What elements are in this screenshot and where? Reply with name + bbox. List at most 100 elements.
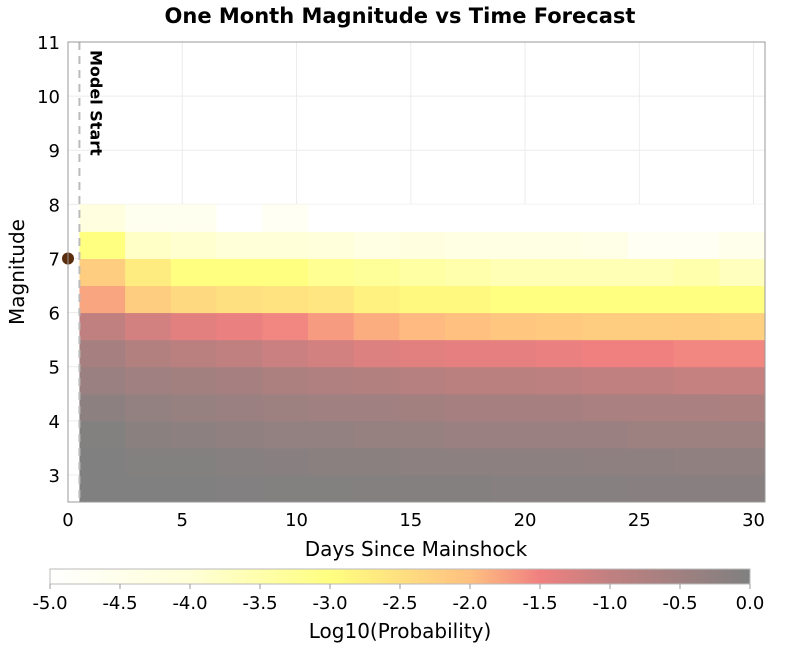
- heatmap-cell: [719, 420, 766, 449]
- heatmap-cell: [216, 204, 263, 232]
- heatmap-cell: [79, 231, 126, 259]
- heatmap-cell: [582, 312, 629, 341]
- heatmap-cell: [673, 231, 720, 259]
- heatmap-cell: [307, 474, 355, 503]
- heatmap-cell: [673, 285, 720, 314]
- heatmap-cell: [582, 393, 629, 422]
- heatmap-cell: [673, 339, 720, 368]
- heatmap-cell: [353, 447, 400, 476]
- y-tick-label: 10: [37, 87, 60, 108]
- chart-title: One Month Magnitude vs Time Forecast: [165, 4, 636, 28]
- x-axis-label: Days Since Mainshock: [305, 537, 528, 561]
- heatmap-cell: [627, 285, 675, 314]
- x-tick-label: 20: [514, 510, 537, 531]
- heatmap-cell: [170, 420, 218, 449]
- heatmap-cell: [536, 204, 583, 232]
- heatmap-cell: [490, 474, 537, 503]
- heatmap-cell: [582, 474, 629, 503]
- heatmap-cell: [536, 258, 583, 287]
- heatmap-cell: [582, 258, 629, 287]
- heatmap-cell: [307, 420, 355, 449]
- heatmap-cell: [445, 366, 492, 395]
- heatmap-cell: [216, 366, 263, 395]
- heatmap-cell: [399, 420, 446, 449]
- y-tick-label: 4: [49, 412, 60, 433]
- heatmap-cell: [719, 339, 766, 368]
- heatmap-cell: [125, 393, 172, 422]
- heatmap-cell: [307, 447, 355, 476]
- heatmap-cell: [445, 258, 492, 287]
- heatmap-cells: [79, 204, 766, 503]
- heatmap-cell: [445, 339, 492, 368]
- y-tick-label: 3: [49, 466, 60, 487]
- heatmap-cell: [125, 231, 172, 259]
- heatmap-cell: [582, 339, 629, 368]
- heatmap-cell: [445, 285, 492, 314]
- heatmap-cell: [216, 258, 263, 287]
- y-tick-label: 11: [37, 33, 60, 54]
- heatmap-cell: [125, 312, 172, 341]
- colorbar-tick-label: -2.0: [452, 593, 487, 614]
- heatmap-cell: [719, 312, 766, 341]
- colorbar-ticks: -5.0 -4.5 -4.0 -3.5 -3.0 -2.5 -2.0 -1.5 -1.0 -0.5…: [32, 584, 764, 614]
- heatmap-cell: [719, 447, 766, 476]
- heatmap-cell: [216, 420, 263, 449]
- y-tick-label: 6: [49, 304, 60, 325]
- x-tick-label: 25: [628, 510, 651, 531]
- heatmap-cell: [536, 447, 583, 476]
- heatmap-cell: [262, 393, 309, 422]
- heatmap-cell: [627, 366, 675, 395]
- heatmap-cell: [353, 285, 400, 314]
- heatmap-cell: [536, 231, 583, 259]
- heatmap-cell: [673, 366, 720, 395]
- heatmap-cell: [125, 474, 172, 503]
- heatmap-cell: [673, 420, 720, 449]
- heatmap-cell: [353, 474, 400, 503]
- heatmap-cell: [719, 285, 766, 314]
- heatmap-cell: [536, 366, 583, 395]
- heatmap-cell: [673, 312, 720, 341]
- heatmap-cell: [125, 339, 172, 368]
- y-tick-label: 5: [49, 358, 60, 379]
- heatmap-cell: [307, 231, 355, 259]
- heatmap-cell: [216, 285, 263, 314]
- heatmap-cell: [399, 447, 446, 476]
- heatmap-cell: [216, 447, 263, 476]
- heatmap-cell: [399, 204, 446, 232]
- heatmap-cell: [719, 393, 766, 422]
- heatmap-cell: [216, 393, 263, 422]
- y-axis-ticks: 3 4 5 6 7 8 9 10 11: [37, 33, 60, 487]
- heatmap-cell: [627, 393, 675, 422]
- colorbar-tick-label: 0.0: [736, 593, 765, 614]
- heatmap-cell: [353, 420, 400, 449]
- heatmap-cell: [262, 231, 309, 259]
- heatmap-cell: [536, 312, 583, 341]
- heatmap-cell: [536, 393, 583, 422]
- heatmap-cell: [490, 231, 537, 259]
- heatmap-cell: [216, 312, 263, 341]
- heatmap-cell: [719, 231, 766, 259]
- heatmap-cell: [125, 447, 172, 476]
- heatmap-cell: [719, 474, 766, 503]
- heatmap-cell: [353, 393, 400, 422]
- heatmap-cell: [399, 366, 446, 395]
- heatmap-cell: [79, 339, 126, 368]
- heatmap-cell: [627, 447, 675, 476]
- heatmap-cell: [307, 312, 355, 341]
- heatmap-cell: [79, 285, 126, 314]
- heatmap-cell: [536, 420, 583, 449]
- heatmap-cell: [627, 231, 675, 259]
- heatmap-cell: [170, 474, 218, 503]
- x-tick-label: 10: [285, 510, 308, 531]
- heatmap-cell: [627, 204, 675, 232]
- colorbar-tick-label: -2.5: [382, 593, 417, 614]
- heatmap-cell: [170, 231, 218, 259]
- heatmap-cell: [445, 231, 492, 259]
- heatmap-cell: [125, 285, 172, 314]
- heatmap-cell: [170, 204, 218, 232]
- heatmap-cell: [262, 447, 309, 476]
- heatmap-cell: [582, 231, 629, 259]
- heatmap-cell: [627, 420, 675, 449]
- heatmap-cell: [307, 258, 355, 287]
